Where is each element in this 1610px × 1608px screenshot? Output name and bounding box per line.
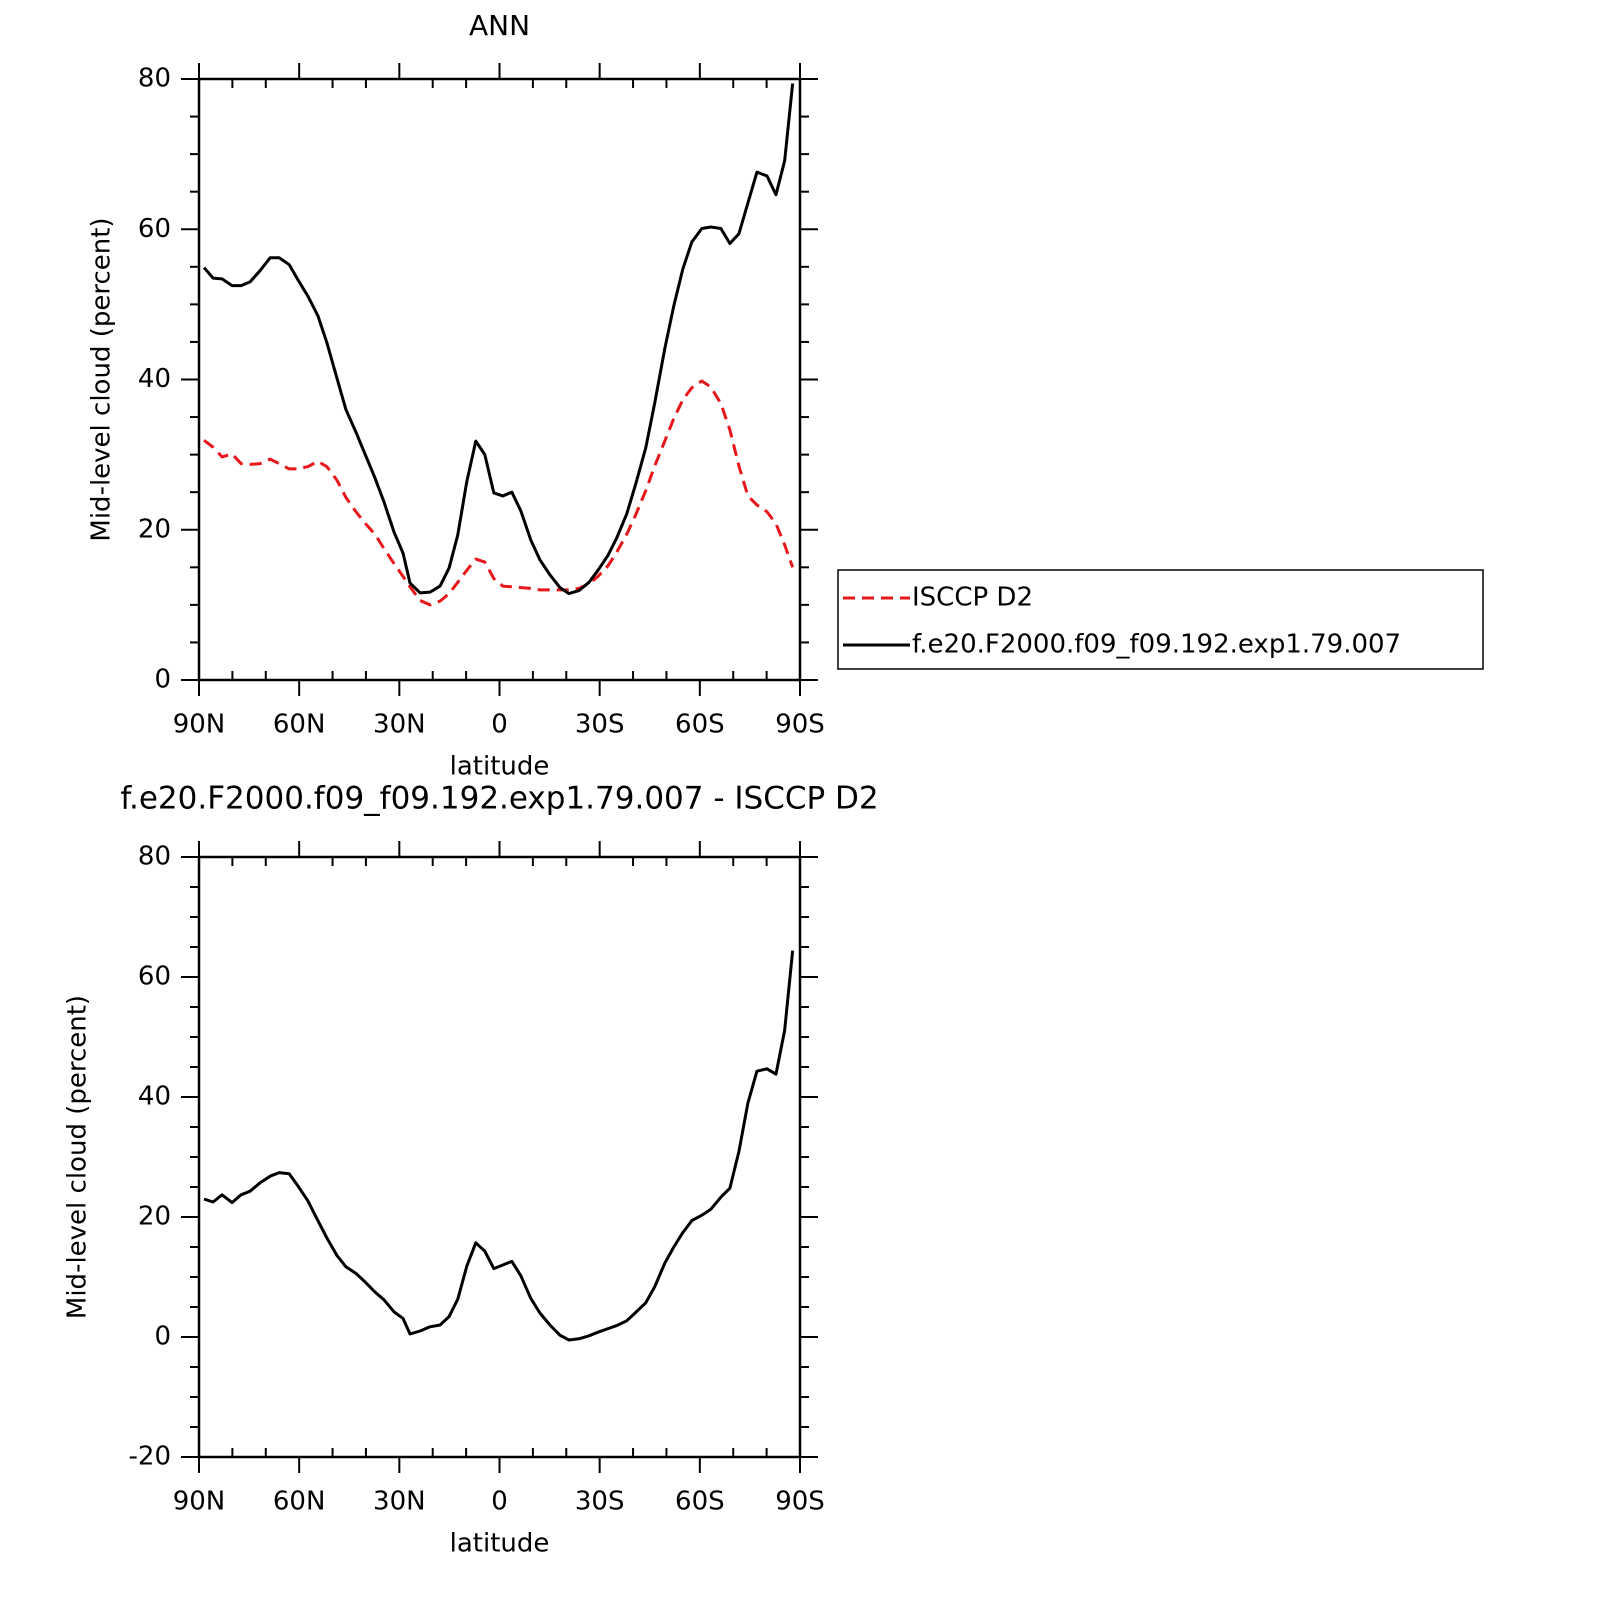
x-tick-label: 0 bbox=[491, 710, 508, 740]
y-tick-label: 0 bbox=[154, 1322, 171, 1352]
x-tick-label: 30N bbox=[373, 1487, 426, 1517]
x-tick-label: 90N bbox=[173, 710, 226, 740]
x-tick-label: 60S bbox=[675, 1487, 725, 1517]
data-line bbox=[202, 83, 795, 596]
legend-box bbox=[837, 569, 1484, 670]
chart-title: f.e20.F2000.f09_f09.192.exp1.79.007 - IS… bbox=[120, 781, 878, 817]
x-tick-label: 30S bbox=[575, 710, 625, 740]
legend-label: f.e20.F2000.f09_f09.192.exp1.79.007 bbox=[912, 630, 1401, 660]
x-tick-label: 0 bbox=[491, 1487, 508, 1517]
x-tick-label: 60S bbox=[675, 710, 725, 740]
x-axis-label: latitude bbox=[450, 1529, 550, 1559]
y-axis-label: Mid-level cloud (percent) bbox=[63, 995, 93, 1319]
x-tick-label: 30S bbox=[575, 1487, 625, 1517]
y-tick-label: 20 bbox=[138, 1202, 171, 1232]
x-tick-label: 90N bbox=[173, 1487, 226, 1517]
chart-title: ANN bbox=[469, 9, 530, 42]
y-tick-label: 20 bbox=[138, 514, 171, 544]
x-tick-label: 60N bbox=[273, 1487, 326, 1517]
x-axis-label: latitude bbox=[450, 752, 550, 782]
y-tick-label: 0 bbox=[154, 665, 171, 695]
y-tick-label: 40 bbox=[138, 364, 171, 394]
plot-frame bbox=[197, 855, 802, 1459]
x-tick-label: 60N bbox=[273, 710, 326, 740]
y-axis-label: Mid-level cloud (percent) bbox=[87, 217, 117, 541]
x-tick-label: 30N bbox=[373, 710, 426, 740]
x-tick-label: 90S bbox=[775, 1487, 825, 1517]
data-line bbox=[203, 950, 795, 1342]
x-tick-label: 90S bbox=[775, 710, 825, 740]
legend-label: ISCCP D2 bbox=[912, 583, 1033, 613]
y-tick-label: 60 bbox=[138, 214, 171, 244]
y-tick-label: 40 bbox=[138, 1082, 171, 1112]
y-tick-label: 60 bbox=[138, 962, 171, 992]
plot-frame bbox=[197, 77, 802, 682]
y-tick-label: -20 bbox=[129, 1442, 171, 1472]
y-tick-label: 80 bbox=[138, 64, 171, 94]
y-tick-label: 80 bbox=[138, 842, 171, 872]
